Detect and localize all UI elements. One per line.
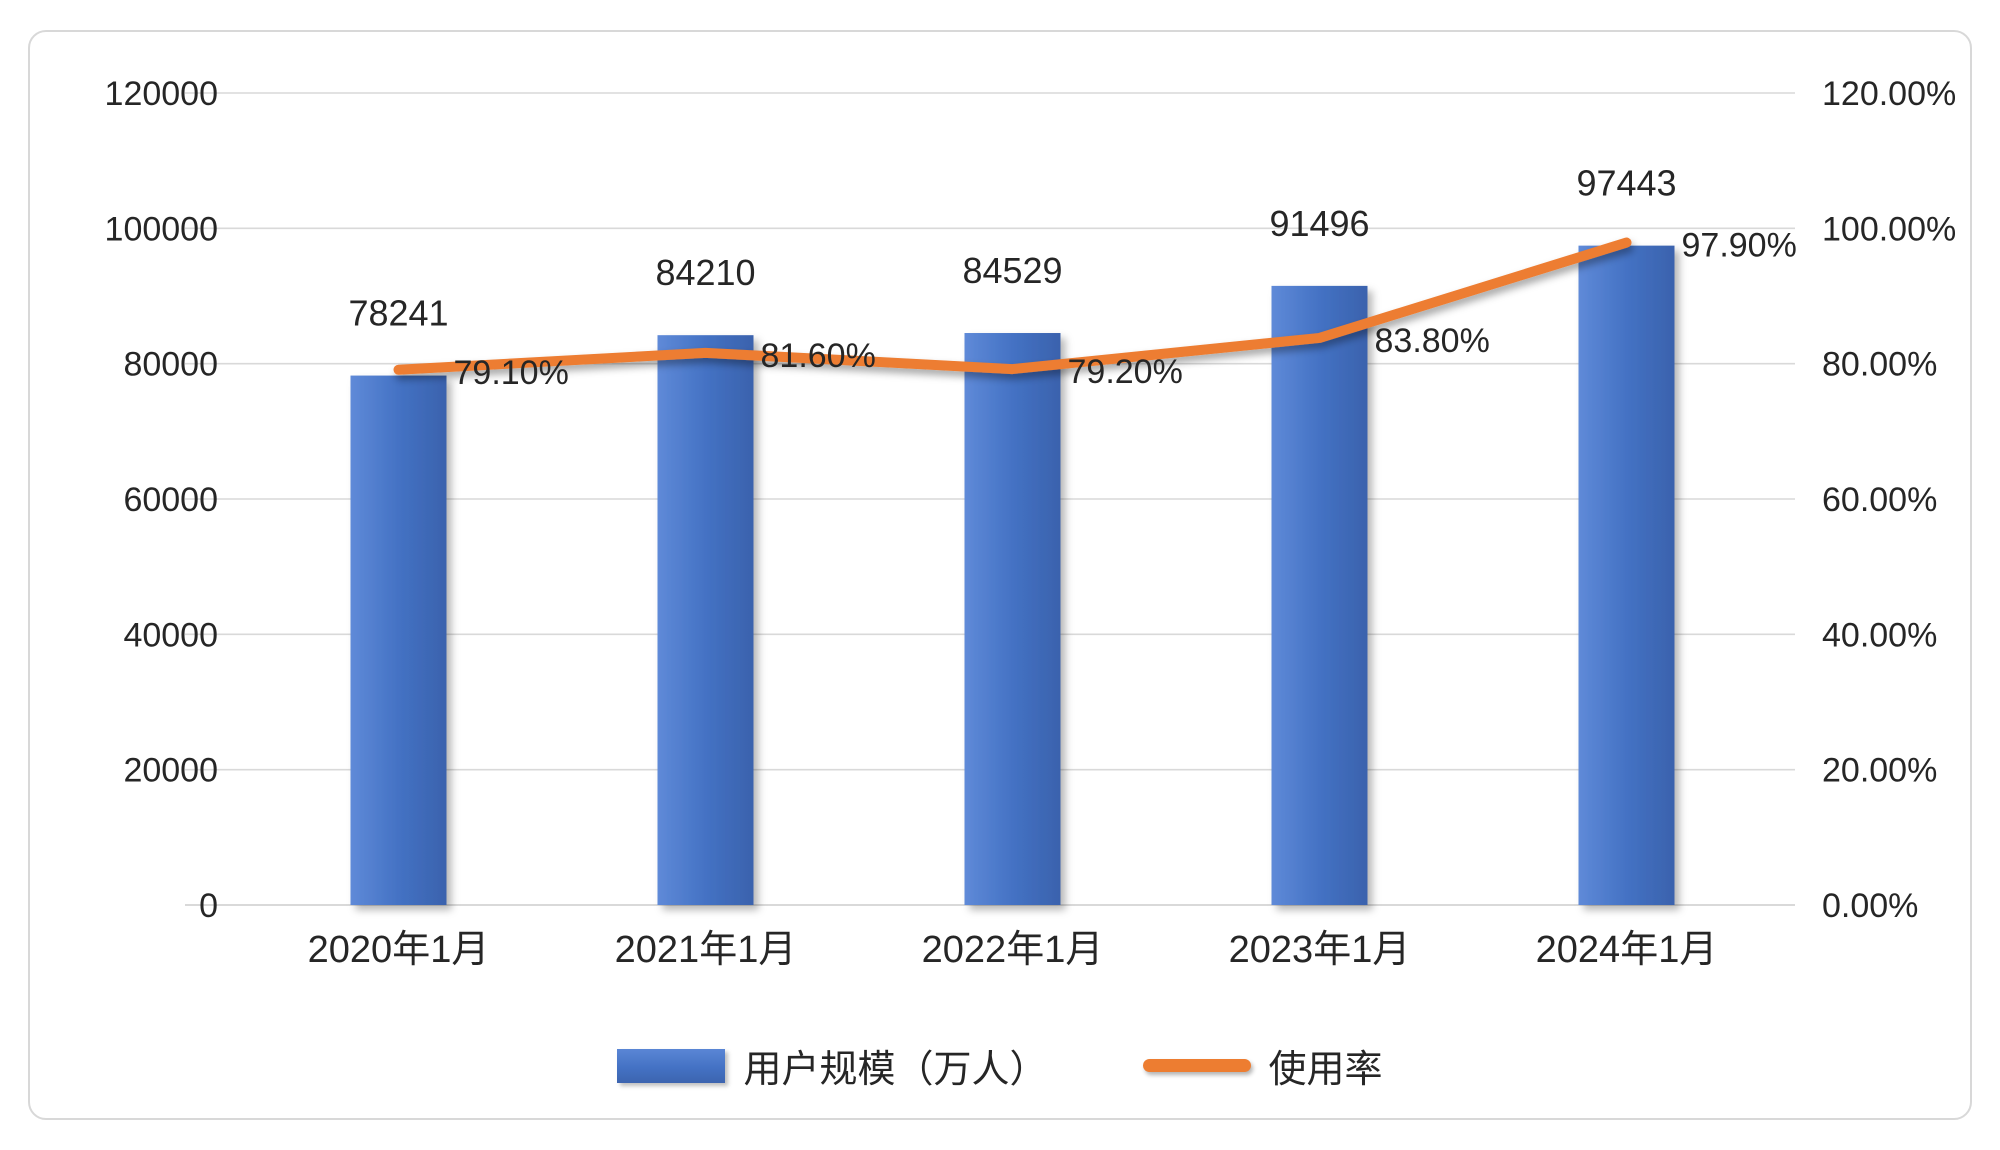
bar-value-label: 97443 [1576, 163, 1676, 204]
right-axis-tick: 80.00% [1822, 346, 1937, 384]
left-axis-tick: 0 [199, 887, 218, 925]
bar [657, 335, 754, 906]
left-axis-tick: 120000 [105, 75, 218, 113]
line-value-label: 83.80% [1375, 322, 1490, 360]
left-axis-tick: 20000 [123, 752, 218, 790]
left-axis-tick: 60000 [123, 481, 218, 519]
legend-item-line: 使用率 [1142, 1038, 1383, 1093]
line-series [393, 237, 1632, 375]
line-value-label: 97.90% [1682, 227, 1797, 265]
data-labels: 78241 84210 84529 91496 97443 79.10% 81.60% 79.… [348, 163, 1796, 392]
left-axis-ticks: 0 20000 40000 60000 80000 100000 120000 [105, 75, 218, 925]
bar-value-label: 78241 [348, 293, 448, 334]
right-axis-tick: 60.00% [1822, 481, 1937, 519]
left-axis-tick: 40000 [123, 616, 218, 654]
right-axis-ticks: 0.00% 20.00% 40.00% 60.00% 80.00% 100.00% 120.… [1822, 75, 1956, 925]
left-axis-tick: 100000 [105, 210, 218, 248]
right-axis-tick: 40.00% [1822, 616, 1937, 654]
category-label: 2024年1月 [1536, 929, 1718, 971]
usage-rate-line [393, 237, 1632, 375]
category-label: 2023年1月 [1229, 929, 1411, 971]
bar [350, 375, 447, 906]
bar-series [350, 245, 1675, 906]
bar-value-label: 84529 [962, 250, 1062, 291]
line-value-label: 79.10% [454, 354, 569, 392]
category-labels: 2020年1月 2021年1月 2022年1月 2023年1月 2024年1月 [308, 929, 1718, 971]
left-axis-tick: 80000 [123, 346, 218, 384]
line-series-swatch [1142, 1059, 1251, 1072]
right-axis-tick: 0.00% [1822, 887, 1918, 925]
legend-label-bar: 用户规模（万人） [743, 1049, 1048, 1091]
legend-label-line: 使用率 [1268, 1049, 1383, 1091]
bar-series-swatch [617, 1048, 726, 1083]
category-label: 2020年1月 [308, 929, 490, 971]
line-value-label: 79.20% [1068, 353, 1183, 391]
line-value-label: 81.60% [761, 337, 876, 375]
right-axis-tick: 100.00% [1822, 210, 1956, 248]
right-axis-tick: 120.00% [1822, 75, 1956, 113]
right-axis-tick: 20.00% [1822, 752, 1937, 790]
category-label: 2022年1月 [922, 929, 1104, 971]
legend-item-bar: 用户规模（万人） [617, 1038, 1048, 1093]
chart-legend: 用户规模（万人） 使用率 [0, 1038, 2000, 1093]
bar [1271, 285, 1368, 905]
bar [1578, 245, 1675, 906]
category-label: 2021年1月 [615, 929, 797, 971]
bar-value-label: 91496 [1269, 203, 1369, 244]
bar-value-label: 84210 [655, 252, 755, 293]
bar [964, 333, 1061, 905]
